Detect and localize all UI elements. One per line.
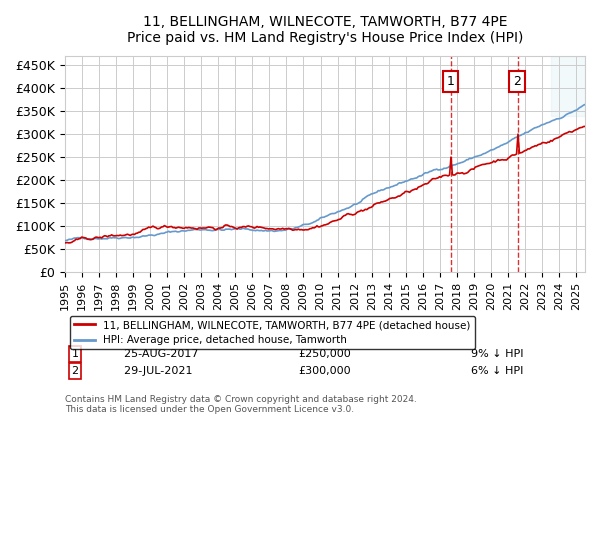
Title: 11, BELLINGHAM, WILNECOTE, TAMWORTH, B77 4PE
Price paid vs. HM Land Registry's H: 11, BELLINGHAM, WILNECOTE, TAMWORTH, B77… [127, 15, 523, 45]
Text: £300,000: £300,000 [298, 366, 351, 376]
Text: 9% ↓ HPI: 9% ↓ HPI [470, 349, 523, 359]
Text: 2: 2 [513, 75, 521, 88]
Text: 2: 2 [71, 366, 79, 376]
Text: 1: 1 [446, 75, 454, 88]
Legend: 11, BELLINGHAM, WILNECOTE, TAMWORTH, B77 4PE (detached house), HPI: Average pric: 11, BELLINGHAM, WILNECOTE, TAMWORTH, B77… [70, 316, 475, 349]
Text: £250,000: £250,000 [298, 349, 351, 359]
Text: 25-AUG-2017: 25-AUG-2017 [116, 349, 198, 359]
Text: 29-JUL-2021: 29-JUL-2021 [116, 366, 192, 376]
Text: 6% ↓ HPI: 6% ↓ HPI [470, 366, 523, 376]
Text: Contains HM Land Registry data © Crown copyright and database right 2024.
This d: Contains HM Land Registry data © Crown c… [65, 395, 416, 414]
Text: 1: 1 [71, 349, 79, 359]
